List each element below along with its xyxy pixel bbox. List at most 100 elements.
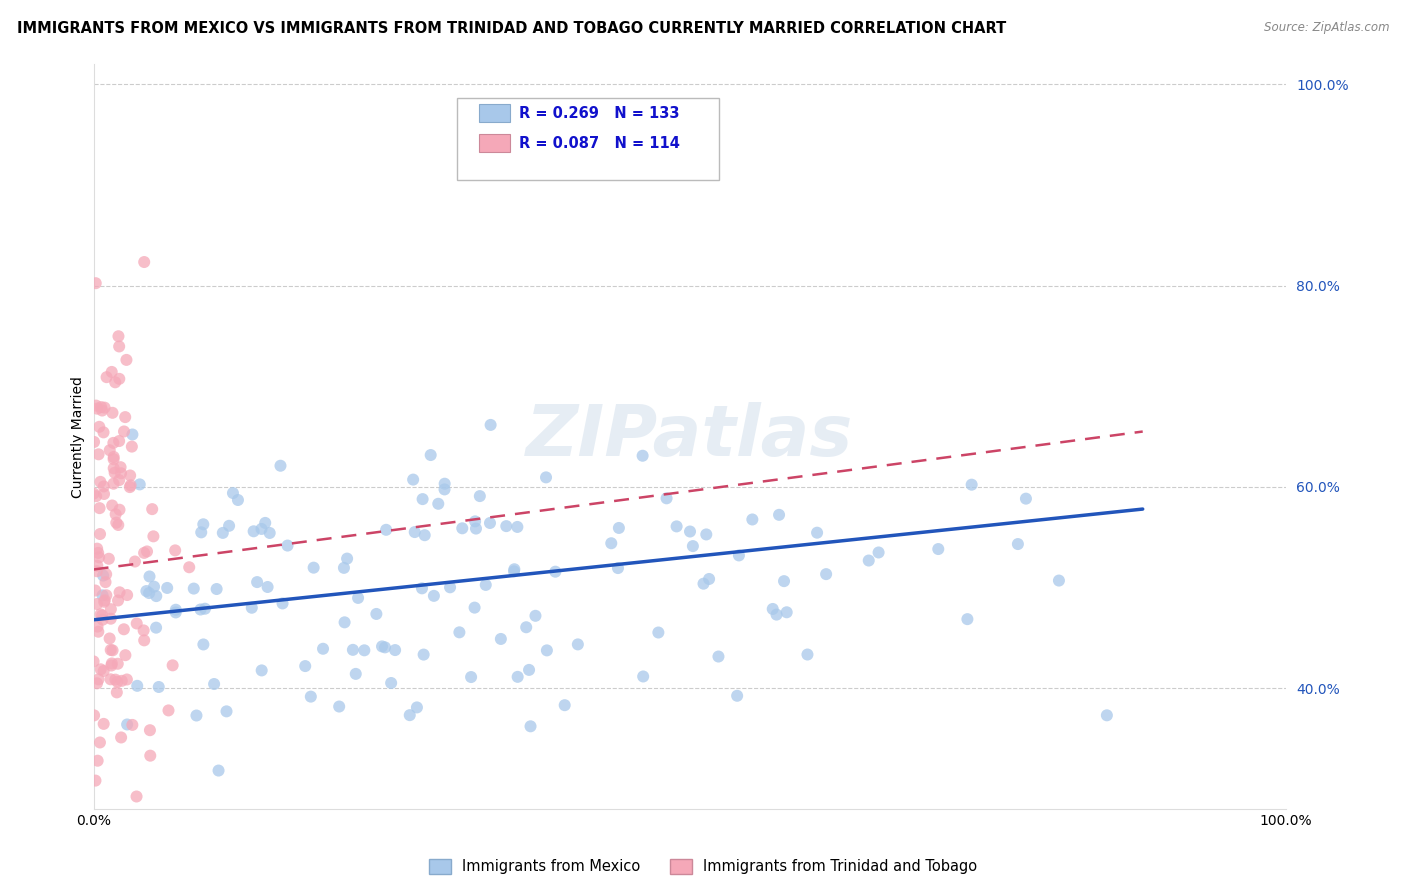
Point	[86, 676, 108, 690]
Point	[179, 560, 201, 574]
Point	[707, 649, 730, 664]
Text: ZIPatlas: ZIPatlas	[526, 402, 853, 471]
Point	[84, 399, 107, 413]
Point	[607, 561, 630, 575]
Point	[108, 585, 131, 599]
Point	[112, 622, 135, 636]
Point	[312, 641, 335, 656]
Point	[371, 640, 394, 654]
Point	[202, 677, 225, 691]
Point	[84, 276, 107, 290]
Point	[240, 600, 263, 615]
Point	[796, 648, 818, 662]
Point	[412, 648, 434, 662]
Point	[87, 673, 110, 687]
Point	[125, 789, 148, 804]
Point	[107, 657, 129, 671]
Point	[419, 448, 441, 462]
Point	[215, 704, 238, 718]
Point	[118, 480, 141, 494]
Point	[1007, 537, 1029, 551]
Point	[90, 607, 112, 622]
Point	[110, 731, 132, 745]
Point	[423, 589, 446, 603]
Point	[342, 643, 364, 657]
Point	[86, 564, 108, 578]
Point	[503, 565, 526, 579]
Point	[374, 640, 396, 655]
Point	[96, 370, 118, 384]
Point	[344, 666, 367, 681]
Point	[134, 546, 156, 560]
Point	[104, 508, 127, 522]
Point	[517, 663, 540, 677]
Point	[1047, 574, 1070, 588]
Point	[544, 565, 567, 579]
Point	[277, 539, 299, 553]
FancyBboxPatch shape	[478, 134, 509, 152]
Point	[465, 522, 488, 536]
Point	[333, 615, 356, 630]
Point	[83, 486, 105, 500]
Point	[108, 473, 131, 487]
Point	[765, 607, 787, 622]
Point	[193, 517, 215, 532]
Point	[89, 527, 111, 541]
Point	[86, 619, 108, 633]
Point	[97, 811, 120, 825]
Point	[107, 329, 129, 343]
Point	[183, 582, 205, 596]
Point	[665, 519, 688, 533]
Point	[93, 401, 115, 415]
Point	[103, 461, 125, 475]
Point	[211, 525, 233, 540]
Point	[411, 582, 433, 596]
Point	[91, 588, 114, 602]
Point	[96, 588, 118, 602]
Point	[110, 467, 132, 481]
Point	[1015, 491, 1038, 506]
Point	[121, 427, 143, 442]
Point	[271, 596, 294, 610]
Y-axis label: Currently Married: Currently Married	[72, 376, 86, 498]
Point	[333, 561, 356, 575]
Point	[226, 493, 249, 508]
Point	[141, 502, 163, 516]
Point	[165, 603, 187, 617]
Point	[86, 401, 108, 416]
Point	[83, 708, 105, 723]
Point	[101, 643, 124, 657]
Point	[495, 519, 517, 533]
Point	[503, 562, 526, 576]
Point	[107, 593, 129, 607]
Point	[250, 664, 273, 678]
Point	[439, 580, 461, 594]
Point	[190, 525, 212, 540]
Point	[139, 748, 162, 763]
Point	[93, 717, 115, 731]
Text: R = 0.087   N = 114: R = 0.087 N = 114	[519, 136, 681, 151]
Point	[87, 447, 110, 461]
Point	[519, 719, 541, 733]
Point	[107, 518, 129, 533]
FancyBboxPatch shape	[457, 97, 720, 179]
Point	[600, 536, 623, 550]
Point	[384, 643, 406, 657]
Point	[692, 576, 714, 591]
Point	[536, 643, 558, 657]
Point	[103, 452, 125, 467]
Point	[100, 602, 122, 616]
Point	[433, 483, 456, 497]
Point	[728, 549, 751, 563]
Point	[135, 584, 157, 599]
Point	[433, 476, 456, 491]
Point	[124, 554, 146, 568]
Point	[256, 580, 278, 594]
Point	[100, 673, 122, 687]
Point	[353, 643, 375, 657]
Point	[87, 546, 110, 560]
Point	[682, 539, 704, 553]
Point	[100, 365, 122, 379]
Point	[404, 524, 426, 539]
Point	[294, 659, 316, 673]
